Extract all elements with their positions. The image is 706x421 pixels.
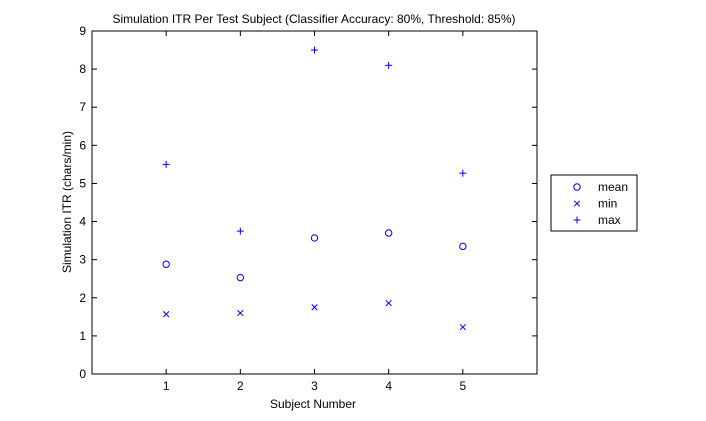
legend-box	[550, 174, 638, 232]
point-mean	[162, 260, 170, 268]
y-tick-label: 4	[79, 215, 86, 229]
x-tick-label: 2	[237, 379, 244, 393]
point-min	[237, 309, 244, 317]
legend-marker-min	[573, 200, 581, 207]
point-max	[162, 160, 170, 168]
y-tick-label: 9	[79, 24, 86, 38]
series-mean	[162, 229, 467, 282]
legend-marker-mean	[573, 183, 581, 191]
point-min	[163, 311, 170, 318]
x-tick-label: 4	[385, 379, 392, 393]
y-tick-label: 7	[79, 100, 86, 114]
x-axis-label: Subject Number	[270, 397, 356, 411]
legend: mean min max	[550, 174, 638, 232]
series-min	[163, 299, 466, 331]
point-max	[236, 227, 244, 235]
point-max	[459, 169, 467, 177]
point-mean	[236, 273, 245, 282]
y-tick-label: 6	[79, 138, 86, 152]
legend-item-max: max	[573, 213, 621, 227]
series-max	[162, 46, 467, 235]
y-tick-label: 8	[79, 62, 86, 76]
y-tick-label: 2	[79, 291, 86, 305]
chart-title: Simulation ITR Per Test Subject (Classif…	[112, 12, 515, 26]
point-max	[311, 46, 318, 54]
x-tick-label: 5	[459, 379, 466, 393]
point-mean	[310, 234, 319, 242]
y-tick-label: 0	[79, 367, 86, 381]
point-min	[385, 299, 392, 307]
point-mean	[384, 229, 393, 237]
y-tick-label: 5	[79, 176, 86, 190]
data-markers	[162, 46, 467, 331]
legend-item-mean: mean	[573, 180, 628, 194]
x-axis-ticks: 1 2 3 4 5	[163, 31, 466, 393]
legend-label: min	[598, 197, 617, 211]
point-min	[459, 323, 466, 331]
legend-label: max	[598, 213, 621, 227]
plot-axes	[91, 30, 538, 375]
y-axis-label: Simulation ITR (chars/min)	[60, 131, 74, 273]
x-tick-label: 3	[311, 379, 318, 393]
y-tick-label: 3	[79, 253, 86, 267]
point-max	[385, 61, 393, 69]
plot-frame	[91, 30, 538, 375]
legend-marker-max	[573, 216, 581, 224]
x-tick-label: 1	[163, 379, 170, 393]
legend-label: mean	[598, 180, 628, 194]
legend-item-min: min	[573, 197, 617, 211]
point-mean	[459, 242, 467, 251]
y-tick-label: 1	[79, 329, 86, 343]
point-min	[311, 304, 318, 311]
y-axis-ticks: 0 1 2 3 4 5 6 7 8 9	[79, 24, 537, 381]
